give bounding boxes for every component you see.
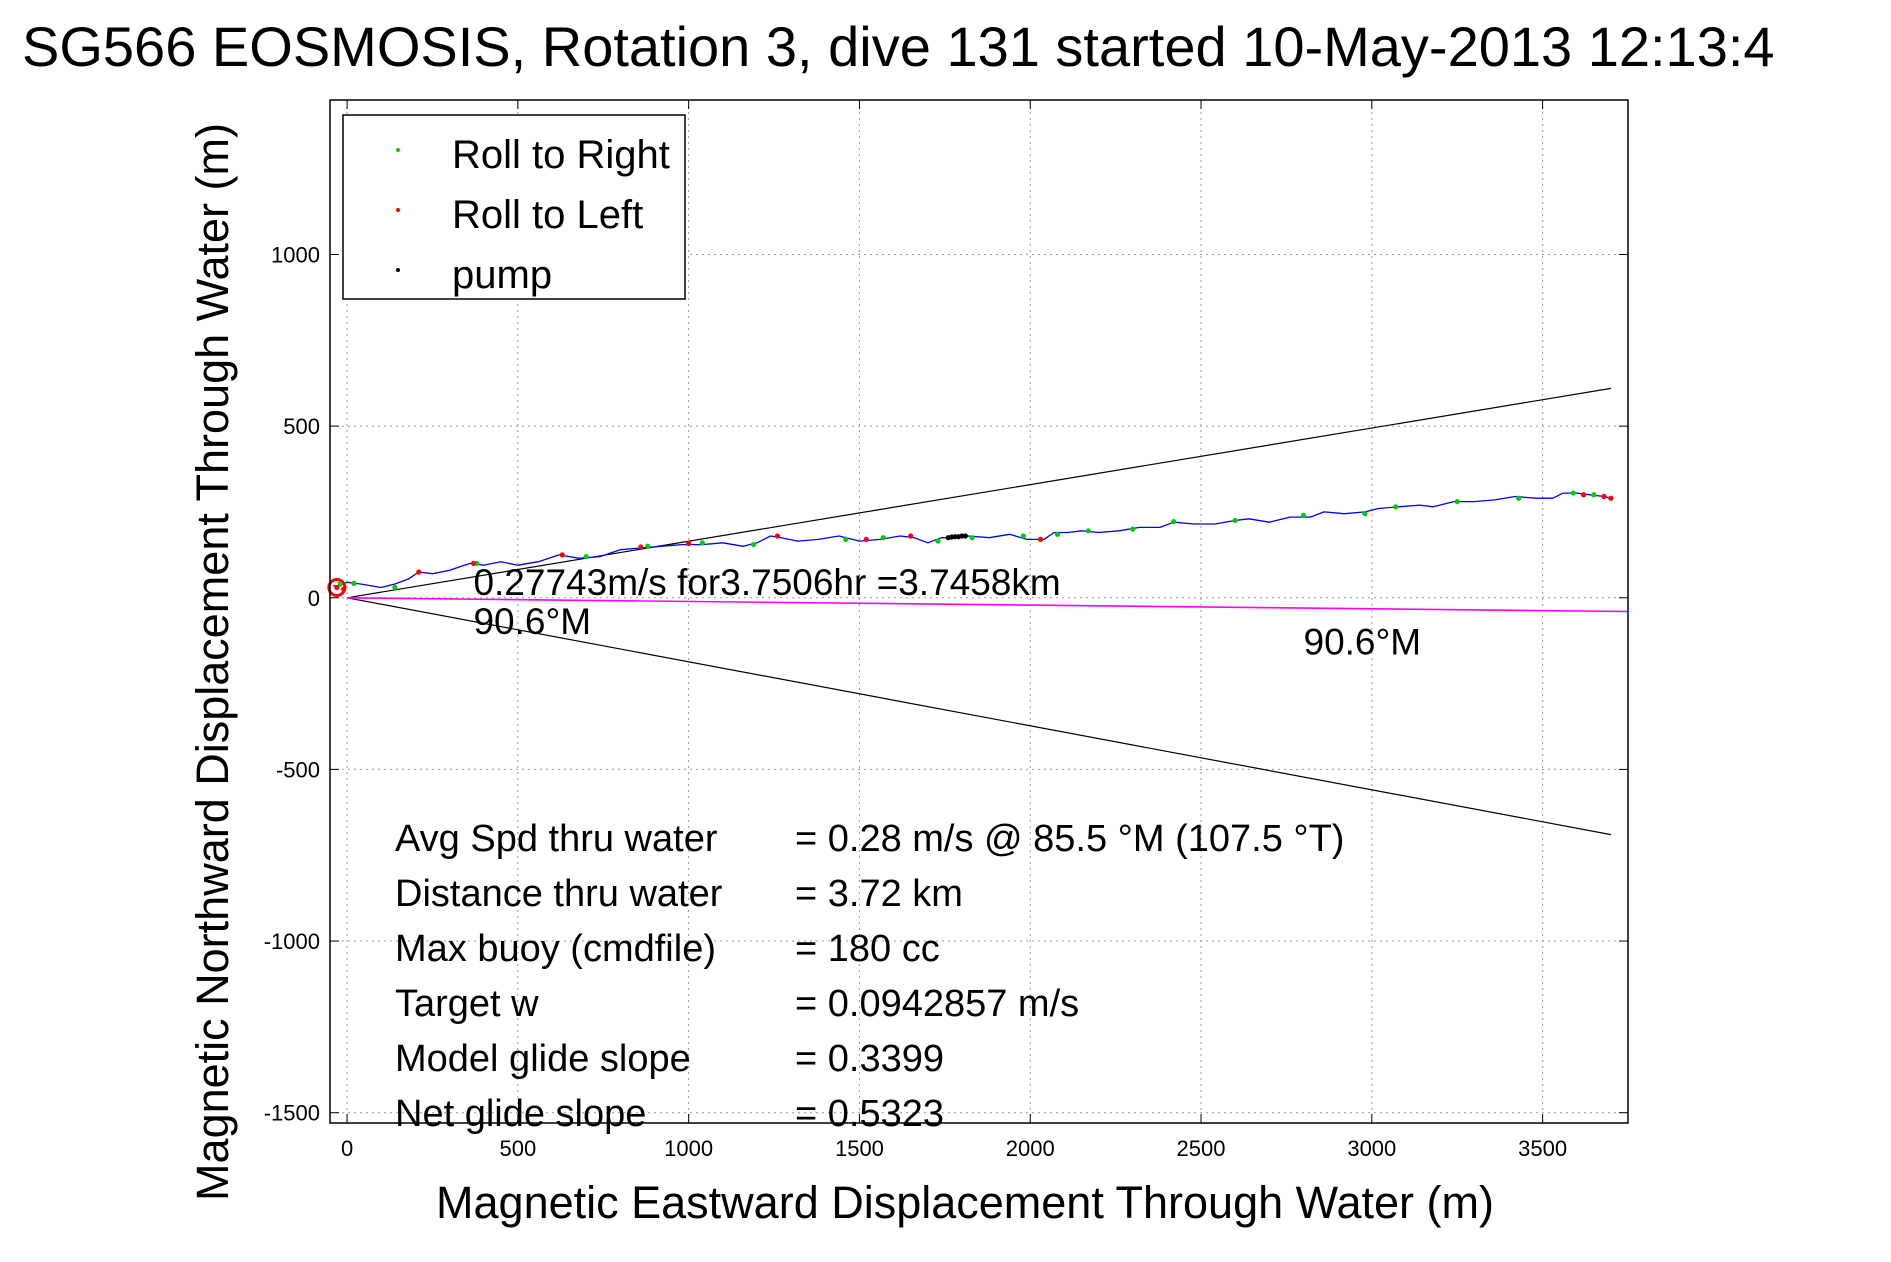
roll-left-point <box>559 552 565 558</box>
roll-right-point <box>1085 528 1091 534</box>
pump-point <box>962 533 968 539</box>
x-tick-label: 1000 <box>664 1136 713 1161</box>
stat-label: Max buoy (cmdfile) <box>395 928 716 970</box>
legend-marker <box>396 208 400 212</box>
roll-right-point <box>1232 517 1238 524</box>
roll-right-point <box>645 543 651 549</box>
data-layer <box>327 387 1629 836</box>
stat-label: Net glide slope <box>395 1093 646 1135</box>
y-tick-label: -500 <box>276 757 320 782</box>
y-tick-label: 1000 <box>271 242 320 267</box>
roll-right-point <box>1130 526 1136 532</box>
legend-label: pump <box>452 253 552 297</box>
legend-label: Roll to Right <box>452 133 670 177</box>
stat-value: = 180 cc <box>795 928 940 970</box>
current-line <box>347 597 1629 613</box>
roll-right-point <box>1054 531 1061 537</box>
roll-left-point <box>863 536 869 543</box>
chart-title: SG566 EOSMOSIS, Rotation 3, dive 131 sta… <box>22 15 1775 78</box>
stat-value: = 0.28 m/s @ 85.5 °M (107.5 °T) <box>795 818 1344 860</box>
annotation-text: 0.27743m/s for3.7506hr =3.7458km <box>473 562 1060 603</box>
roll-right-point <box>1454 499 1460 505</box>
roll-right-point <box>1362 511 1368 517</box>
grid-lines <box>330 100 1628 1123</box>
roll-right-point <box>1516 495 1522 501</box>
stats-block: Avg Spd thru water = 0.28 m/s @ 85.5 °M (… <box>395 818 1344 1135</box>
y-tick-label: 0 <box>308 586 320 611</box>
roll-right-point <box>1393 504 1399 510</box>
x-tick-label: 2000 <box>1006 1136 1055 1161</box>
legend-box <box>342 114 686 300</box>
roll-right-point <box>583 553 589 560</box>
roll-left-point <box>774 533 781 539</box>
roll-left-point <box>908 533 914 539</box>
x-tick-label: 500 <box>500 1136 537 1161</box>
x-tick-label: 0 <box>341 1136 353 1161</box>
annotations: 0.27743m/s for3.7506hr =3.7458km90.6°M90… <box>473 562 1421 662</box>
x-tick-label: 1500 <box>835 1136 884 1161</box>
legend: Roll to Right Roll to Left pump <box>342 114 686 300</box>
roll-right-point <box>1300 512 1307 518</box>
roll-left-point <box>416 569 422 575</box>
y-axis-label: Magnetic Northward Displacement Through … <box>187 123 238 1201</box>
plot-frame <box>329 99 1629 1124</box>
stat-label: Distance thru water <box>395 873 723 915</box>
x-tick-label: 2500 <box>1177 1136 1226 1161</box>
roll-left-point <box>1037 536 1044 543</box>
roll-right-point <box>1591 492 1597 498</box>
annotation-text: 90.6°M <box>1304 621 1422 662</box>
roll-left-point <box>638 544 644 550</box>
stat-label: Target w <box>395 983 539 1025</box>
annotation-text: 90.6°M <box>473 601 591 642</box>
roll-left-point <box>470 560 477 567</box>
stat-value: = 3.72 km <box>795 873 963 915</box>
legend-marker <box>396 148 400 152</box>
cone-lower-line <box>346 597 1612 836</box>
roll-right-point <box>337 581 343 587</box>
x-tick-label: 3500 <box>1518 1136 1567 1161</box>
roll-right-point <box>699 540 705 546</box>
roll-right-point <box>935 538 941 544</box>
stat-label: Model glide slope <box>395 1038 691 1080</box>
roll-right-point <box>1020 533 1027 539</box>
roll-left-point <box>1601 493 1607 500</box>
stat-value: = 0.0942857 m/s <box>795 983 1079 1025</box>
x-axis-label: Magnetic Eastward Displacement Through W… <box>436 1177 1494 1228</box>
roll-right-point <box>351 580 357 586</box>
y-tick-label: 500 <box>283 414 320 439</box>
y-tick-label: -1000 <box>264 929 320 954</box>
legend-marker <box>396 268 400 272</box>
legend-label: Roll to Left <box>452 193 643 237</box>
stat-value: = 0.5323 <box>795 1093 944 1135</box>
x-tick-label: 3000 <box>1347 1136 1396 1161</box>
roll-right-point <box>392 584 398 591</box>
roll-right-point <box>1171 518 1177 525</box>
cone-upper-line <box>347 387 1611 599</box>
y-tick-label: -1500 <box>264 1101 320 1126</box>
roll-left-point <box>341 586 347 592</box>
roll-right-point <box>1570 490 1576 496</box>
roll-right-point <box>750 541 757 548</box>
stat-label: Avg Spd thru water <box>395 818 718 860</box>
roll-right-point <box>880 535 886 541</box>
roll-left-point <box>334 584 340 591</box>
roll-left-point <box>1580 492 1587 498</box>
tick-labels: 0 500 1000 1500 2000 2500 3000 3500 -1500 -1000 -5… <box>264 100 1628 1161</box>
roll-right-point <box>969 535 975 541</box>
stat-value: = 0.3399 <box>795 1038 944 1080</box>
roll-right-point <box>843 536 849 543</box>
roll-left-point <box>1608 495 1614 501</box>
roll-left-point <box>686 540 692 547</box>
